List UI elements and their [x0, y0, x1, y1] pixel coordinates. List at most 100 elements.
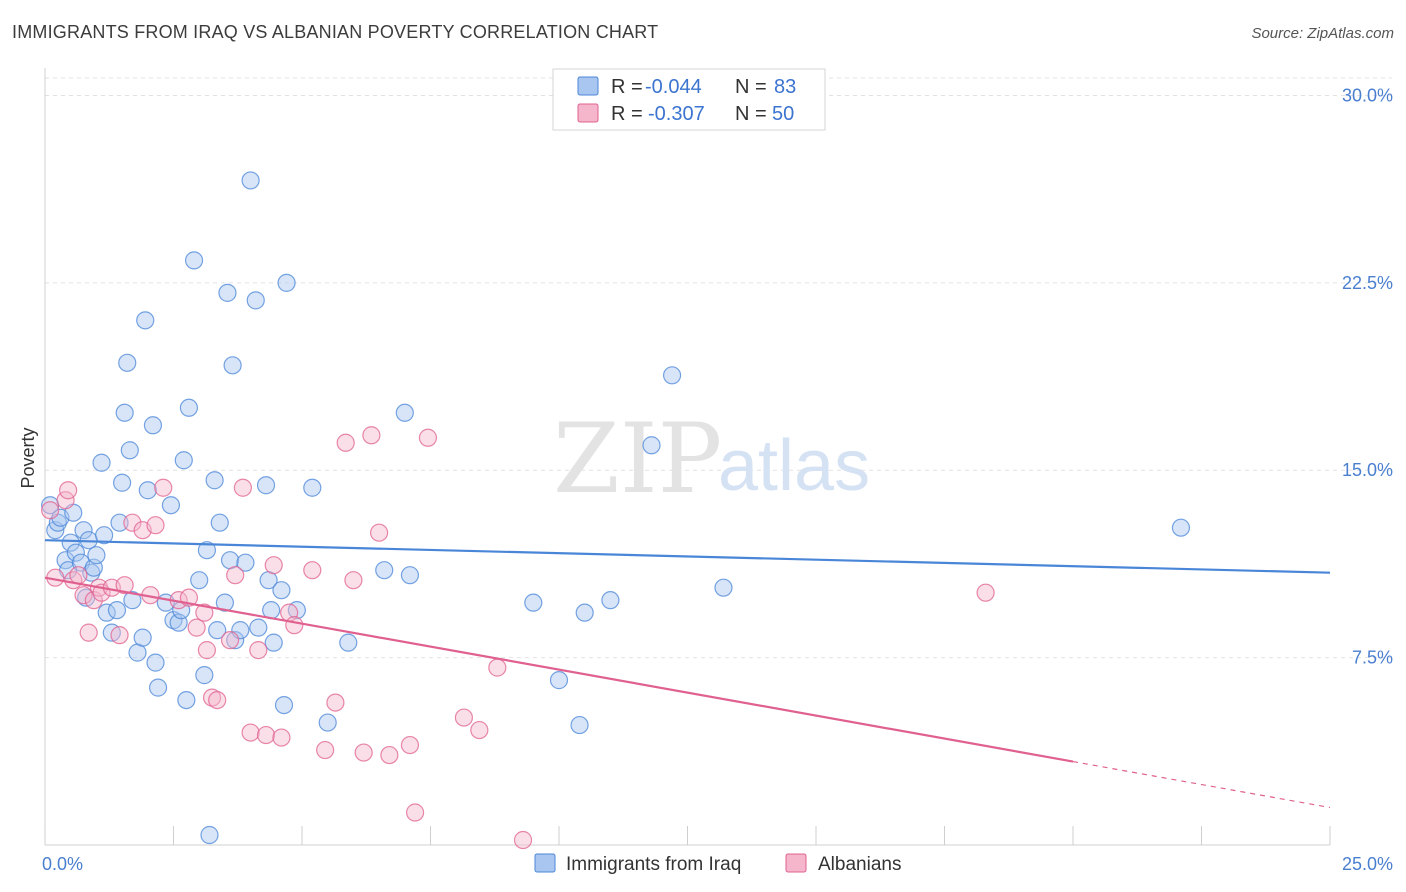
legend-n-value-iraq: 83 [774, 76, 796, 98]
point-iraq [601, 591, 620, 610]
point-iraq [575, 603, 594, 622]
point-albanians [418, 428, 438, 447]
legend-series-swatch-iraq [534, 853, 556, 873]
axes [44, 68, 1331, 846]
point-albanians [110, 626, 129, 645]
point-albanians [354, 743, 373, 762]
point-albanians [370, 523, 389, 542]
point-albanians [208, 690, 227, 710]
point-iraq [118, 353, 137, 372]
point-iraq [197, 541, 217, 560]
point-iraq [95, 526, 114, 545]
point-albanians [316, 740, 335, 760]
point-iraq [87, 546, 106, 565]
point-albanians [202, 688, 222, 707]
point-iraq [112, 473, 132, 492]
point-iraq [570, 715, 589, 735]
chart-title: IMMIGRANTS FROM IRAQ VS ALBANIAN POVERTY… [12, 22, 659, 42]
y-tick-labels: 7.5% 15.0% 22.5% 30.0% [1342, 85, 1393, 667]
trend-line-albanians [44, 576, 1074, 763]
point-albanians [69, 566, 88, 585]
y-tick-label: 15.0% [1342, 460, 1393, 480]
point-iraq [161, 496, 181, 515]
point-iraq [642, 436, 661, 455]
point-iraq [74, 521, 93, 540]
point-iraq [208, 621, 227, 640]
point-albanians [264, 556, 283, 575]
point-iraq [236, 553, 255, 572]
point-albanians [470, 720, 489, 740]
point-iraq [256, 476, 276, 495]
point-iraq [375, 561, 394, 580]
point-iraq [274, 695, 294, 715]
point-iraq [148, 678, 168, 697]
point-iraq [318, 713, 337, 732]
legend-n-label: N = [735, 76, 767, 98]
point-iraq [205, 471, 224, 490]
point-albanians [362, 426, 381, 445]
y-axis-label: Poverty [18, 427, 38, 488]
legend-r-label: R = [611, 103, 643, 125]
point-albanians [115, 576, 134, 595]
x-tick-label: 0.0% [42, 854, 83, 874]
point-albanians [285, 616, 304, 635]
legend-r-value-albanians: -0.307 [648, 103, 705, 125]
point-iraq [714, 578, 733, 597]
point-iraq [339, 633, 358, 652]
point-iraq [138, 481, 157, 500]
point-iraq [143, 416, 163, 435]
watermark: ZIP atlas [553, 403, 870, 515]
y-tick-label: 22.5% [1342, 273, 1393, 293]
point-albanians [400, 735, 420, 755]
point-iraq [303, 478, 322, 497]
point-albanians [226, 566, 245, 585]
y-tick-label: 7.5% [1352, 648, 1393, 668]
point-iraq [107, 601, 127, 620]
point-iraq [226, 631, 245, 650]
point-albanians [513, 830, 533, 850]
point-iraq [146, 653, 165, 672]
legend-series-label-iraq: Immigrants from Iraq [566, 854, 741, 875]
point-albanians [59, 481, 78, 500]
point-albanians [272, 728, 291, 747]
point-albanians [249, 641, 268, 660]
point-iraq [190, 571, 209, 590]
point-iraq [164, 611, 183, 630]
point-albanians [187, 618, 206, 637]
point-iraq [210, 513, 229, 532]
point-iraq [218, 283, 237, 302]
point-iraq [133, 628, 152, 647]
legend-series-swatch-albanians [785, 853, 807, 873]
point-iraq [277, 273, 296, 292]
point-iraq [115, 403, 134, 422]
legend-r-label: R = [611, 76, 643, 98]
legend-series: Immigrants from Iraq Albanians [534, 853, 901, 875]
point-iraq [92, 453, 111, 472]
point-albanians [41, 501, 60, 520]
point-iraq [200, 825, 219, 845]
y-tick-label: 30.0% [1342, 85, 1393, 105]
trend-lines [44, 539, 1331, 809]
point-albanians [146, 516, 165, 535]
point-albanians [256, 725, 276, 745]
x-tick-labels: 0.0% 25.0% [42, 854, 1393, 874]
point-iraq [195, 666, 214, 685]
point-iraq [215, 593, 234, 612]
point-albanians [488, 658, 507, 677]
point-iraq [241, 171, 260, 190]
point-albanians [336, 433, 355, 452]
point-albanians [197, 641, 217, 660]
point-iraq [662, 366, 682, 385]
point-albanians [241, 723, 260, 742]
legend-swatch-iraq [577, 76, 599, 96]
point-albanians [976, 583, 995, 602]
point-iraq [174, 451, 193, 470]
point-albanians [380, 745, 399, 765]
point-albanians [326, 693, 345, 712]
point-albanians [74, 586, 93, 605]
series-albanians-points [41, 426, 995, 850]
point-albanians [123, 513, 142, 532]
legend-stats: R = -0.044 N = 83 R = -0.307 N = 50 [552, 68, 826, 131]
point-albanians [405, 803, 425, 822]
point-iraq [264, 633, 283, 652]
